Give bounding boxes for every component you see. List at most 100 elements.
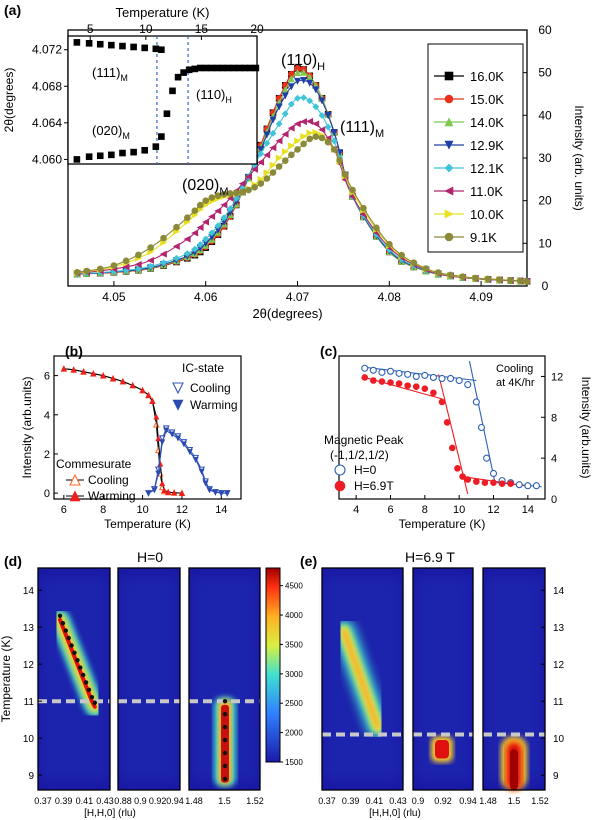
series-H=6.9T — [361, 374, 514, 487]
data-point — [257, 146, 265, 154]
legend-label: H=0 — [354, 463, 377, 477]
x-tick-label: 0.39 — [55, 796, 73, 806]
legend-marker — [334, 480, 346, 492]
panel-label-c: (c) — [320, 343, 337, 359]
inset-data-point — [230, 64, 237, 72]
data-point — [477, 423, 486, 432]
data-point — [306, 97, 314, 105]
data-point — [288, 142, 296, 150]
x-tick-label: 0.43 — [389, 796, 407, 806]
panel-a-chart: 4.05 4.06 4.07 4.08 4.09 0 10 20 30 40 50 60 2θ(degr… — [2, 5, 586, 321]
inset-y-tick-label: 4.064 — [32, 116, 62, 130]
x-axis-label: [H,H,0] (rlu) — [84, 808, 136, 819]
legend-label: Warming — [88, 489, 136, 503]
inset-x-tick-label: 10 — [139, 22, 153, 36]
data-point — [275, 163, 283, 170]
data-point — [212, 489, 219, 496]
ridge-point — [89, 695, 95, 700]
data-point — [257, 180, 265, 187]
data-point — [184, 214, 191, 222]
legend-box — [427, 43, 524, 253]
heatmap-subpanel-1: 0.37 0.39 0.41 0.43 — [318, 567, 407, 806]
colorbar-tick-label: 2500 — [285, 699, 303, 708]
data-point — [208, 229, 216, 237]
data-point — [163, 427, 170, 434]
data-point — [198, 468, 205, 475]
data-point — [287, 83, 295, 91]
inset-label-110H-text: (110) — [196, 87, 225, 102]
inset-data-point — [224, 64, 232, 72]
data-point — [269, 169, 277, 176]
y-axis-label: Intensity (arb.units) — [20, 376, 34, 478]
y-tick-label: 0 — [44, 488, 50, 500]
inset-data-point — [158, 133, 165, 140]
colorbar-tick-label: 2000 — [285, 729, 303, 738]
data-point — [97, 265, 104, 273]
data-point — [454, 465, 461, 472]
data-point — [250, 165, 258, 173]
peak-label-020M: (020)M — [182, 177, 229, 198]
data-point — [370, 377, 377, 384]
legend-marker — [444, 140, 454, 150]
data-point — [196, 201, 204, 209]
data-point — [196, 224, 204, 232]
data-point — [483, 454, 491, 462]
data-point — [395, 380, 403, 387]
y-tick-label: 30 — [538, 151, 552, 165]
data-point — [361, 374, 369, 381]
x-tick-label: 0.39 — [342, 796, 360, 806]
y-tick-label: 40 — [538, 108, 552, 122]
data-point — [160, 259, 167, 267]
inset-x-tick-label: 20 — [250, 22, 264, 36]
data-point — [281, 130, 289, 138]
data-point — [507, 277, 514, 284]
inset-data-point — [252, 64, 260, 72]
y-tick-label: 6 — [44, 371, 50, 383]
inset-series-(110)H — [158, 64, 260, 140]
heatmap-subpanel-3: 1.48 1.5 1.52 — [479, 567, 549, 806]
intensity-region — [221, 704, 229, 783]
series-Commesurate-Warming — [60, 365, 185, 496]
data-point — [269, 144, 277, 152]
inset-y-tick-label: 4.060 — [32, 152, 62, 166]
x-tick-label: 8 — [422, 504, 428, 516]
legend-title-ic: IC-state — [182, 361, 224, 375]
inset-data-point — [197, 64, 204, 72]
legend-label: 15.0K — [470, 92, 504, 107]
data-point — [257, 158, 265, 166]
x-tick-label: 6 — [387, 504, 393, 516]
data-point — [175, 435, 181, 442]
legend-label: 14.0K — [470, 115, 504, 130]
data-point — [169, 431, 176, 438]
colorbar-tick-label: 4000 — [285, 611, 303, 620]
series-H=0 — [361, 364, 540, 490]
data-point — [336, 157, 343, 164]
data-point — [159, 480, 166, 487]
x-axis-label: [H,H,0] (rlu) — [369, 808, 421, 819]
data-point — [438, 374, 446, 383]
inset-data-point — [119, 149, 126, 157]
data-point — [122, 263, 130, 271]
data-point — [90, 370, 97, 377]
data-point — [455, 376, 463, 385]
data-point — [269, 161, 277, 169]
data-point — [430, 389, 437, 397]
data-point — [330, 129, 338, 137]
x-tick-label: 4.06 — [194, 290, 218, 304]
y-tick-label: 12 — [553, 660, 565, 671]
heatmap-frame — [117, 567, 181, 791]
data-point — [191, 229, 199, 237]
legend-marker — [444, 94, 454, 104]
x-tick-label: 0.94 — [166, 796, 184, 806]
data-point — [232, 195, 240, 202]
legend-label: Cooling — [88, 473, 129, 487]
legend-title-1: Magnetic Peak — [324, 433, 404, 447]
y-tick-label: 9 — [553, 771, 559, 782]
inset-data-point — [85, 40, 93, 47]
colorbar-tick-label: 1500 — [285, 758, 303, 767]
data-point — [434, 269, 442, 276]
y-tick-label: 60 — [538, 23, 552, 37]
data-point — [378, 378, 386, 385]
ridge-points — [57, 613, 228, 782]
inset-data-point — [241, 64, 249, 72]
